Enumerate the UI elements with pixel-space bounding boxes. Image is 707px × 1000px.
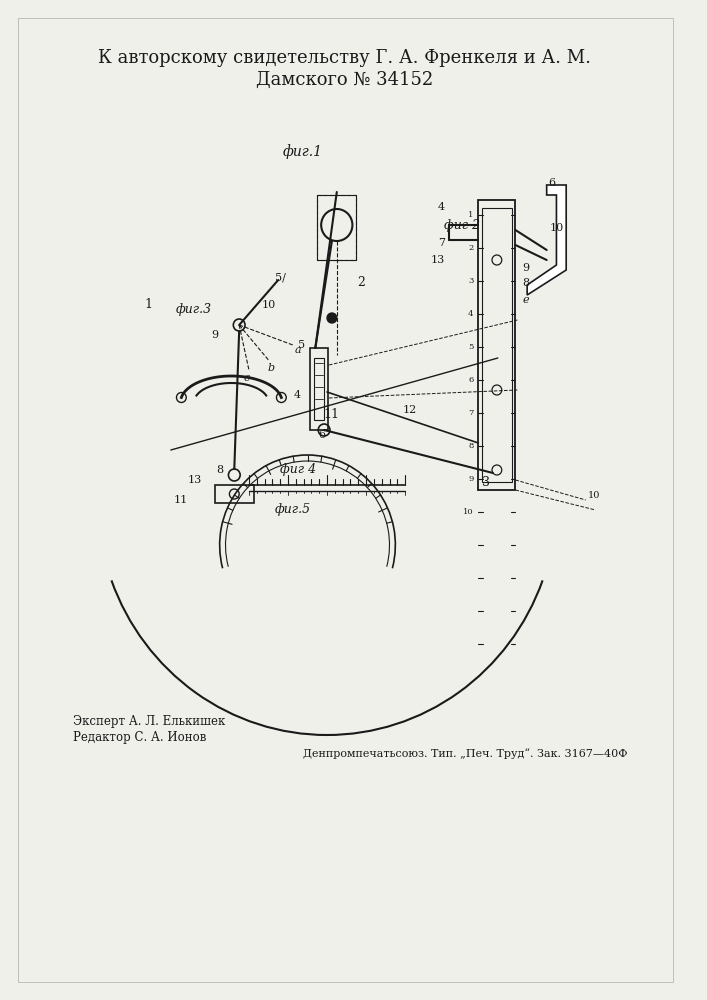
- Bar: [317, 195, 356, 260]
- Text: 8: 8: [216, 465, 223, 475]
- Text: 11: 11: [173, 495, 188, 505]
- Text: 6: 6: [548, 178, 555, 188]
- Bar: [310, 348, 328, 430]
- Bar: [315, 358, 324, 420]
- Text: 13: 13: [431, 255, 445, 265]
- Circle shape: [327, 313, 337, 323]
- Text: 13: 13: [188, 475, 202, 485]
- Text: 8: 8: [522, 278, 530, 288]
- Text: 4: 4: [438, 202, 445, 212]
- Text: Дамского № 34152: Дамского № 34152: [256, 71, 433, 89]
- Text: 4: 4: [293, 390, 300, 400]
- Text: 12: 12: [403, 405, 417, 415]
- Text: 6: 6: [468, 376, 474, 384]
- Text: 2: 2: [357, 275, 365, 288]
- Text: 5: 5: [298, 340, 305, 350]
- Text: фиг 2: фиг 2: [444, 219, 480, 232]
- Bar: [317, 195, 356, 260]
- Text: 1: 1: [468, 211, 474, 219]
- Text: 4: 4: [468, 310, 474, 318]
- Text: b: b: [268, 363, 275, 373]
- Text: 1: 1: [144, 298, 153, 312]
- Text: фиг.3: фиг.3: [176, 304, 212, 316]
- Text: 5: 5: [468, 343, 474, 351]
- Text: 10: 10: [588, 490, 600, 499]
- Text: 8: 8: [468, 442, 474, 450]
- Text: e: e: [522, 295, 529, 305]
- Text: 2: 2: [468, 244, 474, 252]
- Text: 11: 11: [324, 408, 340, 422]
- Text: Денпромпечатьсоюз. Тип. „Печ. Труд“. Зак. 3167—40Ф: Денпромпечатьсоюз. Тип. „Печ. Труд“. Зак…: [303, 749, 627, 759]
- Bar: [482, 208, 512, 482]
- Text: Эксперт А. Л. Елькишек: Эксперт А. Л. Елькишек: [74, 716, 226, 728]
- Text: 5/: 5/: [275, 273, 286, 283]
- Text: фиг 4: фиг 4: [280, 464, 316, 477]
- Text: a: a: [294, 345, 301, 355]
- Bar: [215, 485, 254, 503]
- Text: фиг.5: фиг.5: [275, 504, 311, 516]
- Text: 3: 3: [482, 477, 490, 489]
- Polygon shape: [527, 185, 566, 295]
- Text: 3: 3: [468, 277, 474, 285]
- Text: 10: 10: [549, 223, 563, 233]
- Text: c: c: [244, 373, 250, 383]
- Text: 6: 6: [319, 430, 326, 440]
- Text: 9: 9: [211, 330, 218, 340]
- Text: фиг.1: фиг.1: [283, 145, 322, 159]
- Text: 7: 7: [468, 409, 474, 417]
- Text: Редактор С. А. Ионов: Редактор С. А. Ионов: [74, 732, 206, 744]
- Text: 9: 9: [522, 263, 530, 273]
- Text: 10: 10: [463, 508, 474, 516]
- Text: 9: 9: [468, 475, 474, 483]
- Bar: [479, 200, 515, 490]
- Text: 10: 10: [262, 300, 276, 310]
- Text: К авторскому свидетельству Г. А. Френкеля и А. М.: К авторскому свидетельству Г. А. Френкел…: [98, 49, 591, 67]
- Text: 7: 7: [438, 238, 445, 248]
